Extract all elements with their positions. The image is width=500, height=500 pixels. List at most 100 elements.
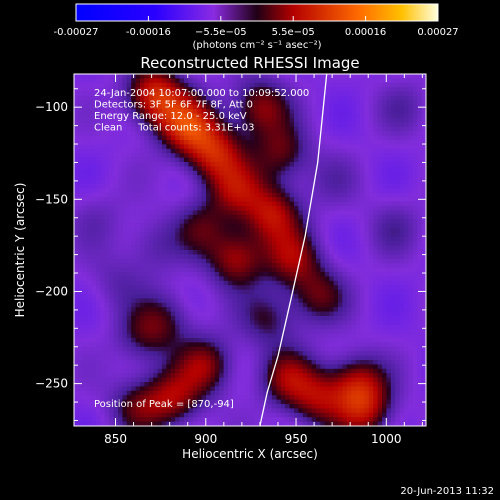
heatmap-cell [82,245,88,251]
heatmap-cell [144,87,150,92]
heatmap-cell [219,232,224,238]
heatmap-cell [179,166,185,172]
heatmap-cell [395,197,400,202]
heatmap-cell [131,241,136,246]
heatmap-cell [100,175,106,180]
heatmap-cell [276,219,282,224]
heatmap-cell [250,232,255,238]
heatmap-cell [148,267,154,273]
heatmap-cell [157,298,163,304]
heatmap-cell [74,311,79,317]
heatmap-cell [333,232,339,238]
heatmap-cell [201,122,207,128]
heatmap-cell [412,166,418,172]
heatmap-cell [395,126,400,132]
heatmap-cell [170,170,176,176]
heatmap-cell [78,228,84,233]
heatmap-cell [74,338,79,343]
heatmap-cell [175,338,180,343]
heatmap-cell [408,285,414,290]
heatmap-cell [82,157,88,163]
heatmap-cell [390,214,396,220]
heatmap-cell [192,316,198,321]
heatmap-cell [421,184,426,189]
heatmap-cell [408,298,414,304]
heatmap-cell [153,320,158,326]
heatmap-cell [250,82,255,88]
heatmap-cell [382,192,387,198]
heatmap-cell [162,201,167,207]
heatmap-cell [144,188,150,194]
heatmap-cell [219,307,224,312]
heatmap-cell [421,236,426,242]
heatmap-cell [342,144,348,150]
heatmap-cell [404,228,409,233]
heatmap-cell [395,157,400,163]
heatmap-cell [377,272,383,277]
heatmap-cell [250,157,255,163]
heatmap-cell [175,87,180,92]
heatmap-cell [206,206,211,211]
heatmap-cell [228,91,233,97]
heatmap-cell [338,258,343,264]
heatmap-cell [179,113,185,119]
heatmap-cell [355,122,361,128]
heatmap-cell [320,267,326,273]
heatmap-cell [254,333,260,339]
heatmap-cell [307,144,312,150]
heatmap-cell [408,324,414,330]
heatmap-cell [100,214,106,220]
heatmap-cell [338,118,343,123]
heatmap-cell [412,201,418,207]
heatmap-cell [245,162,251,167]
heatmap-cell [390,175,396,180]
heatmap-cell [179,148,185,154]
heatmap-cell [364,206,370,211]
heatmap-cell [360,157,365,163]
heatmap-cell [206,96,211,101]
heatmap-cell [333,324,339,330]
heatmap-cell [258,329,264,334]
heatmap-cell [386,118,392,123]
heatmap-cell [135,87,141,92]
heatmap-cell [333,131,339,136]
heatmap-cell [126,184,132,189]
heatmap-cell [280,157,286,163]
heatmap-cell [192,87,198,92]
heatmap-cell [74,118,79,123]
heatmap-cell [294,126,299,132]
heatmap-cell [104,316,110,321]
heatmap-cell [91,192,97,198]
heatmap-cell [263,91,268,97]
heatmap-cell [131,232,136,238]
heatmap-cell [135,140,141,145]
heatmap-cell [276,302,282,308]
heatmap-cell [197,223,202,229]
heatmap-cell [342,78,348,84]
heatmap-cell [417,214,422,220]
heatmap-cell [223,263,229,268]
heatmap-cell [131,250,136,255]
heatmap-cell [87,162,92,167]
heatmap-cell [201,96,207,101]
heatmap-cell [254,289,260,295]
heatmap-cell [324,219,330,224]
heatmap-cell [395,289,400,295]
heatmap-cell [351,228,356,233]
heatmap-cell [241,214,246,220]
heatmap-cell [148,280,154,286]
heatmap-cell [192,338,198,343]
heatmap-cell [272,157,277,163]
heatmap-cell [140,289,145,295]
heatmap-cell [417,298,422,304]
heatmap-cell [364,250,370,255]
heatmap-cell [82,320,88,326]
heatmap-cell [368,184,374,189]
heatmap-cell [140,175,145,180]
heatmap-cell [223,96,229,101]
heatmap-cell [368,294,374,299]
heatmap-cell [404,272,409,277]
heatmap-cell [170,232,176,238]
heatmap-cell [382,188,387,194]
heatmap-cell [113,210,119,216]
